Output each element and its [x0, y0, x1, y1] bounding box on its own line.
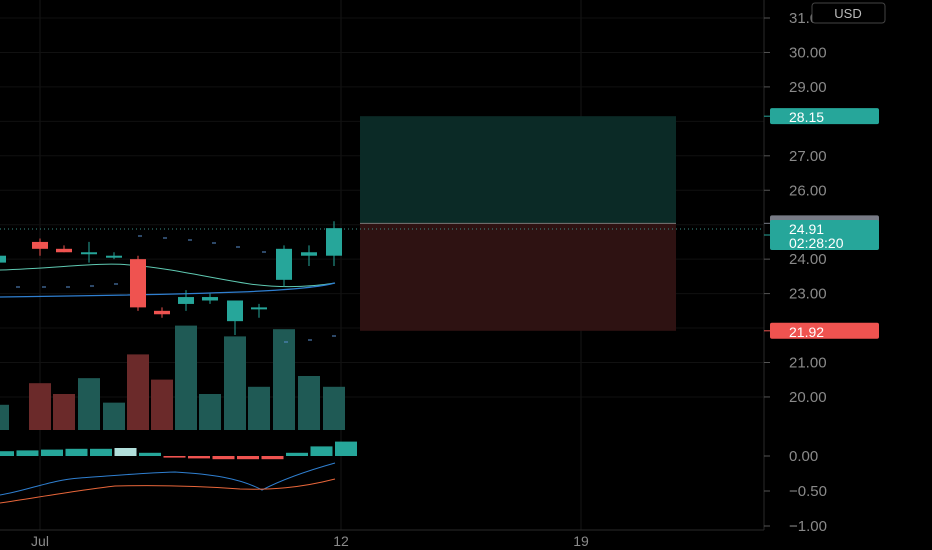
price-tick-label: 26.00 — [789, 182, 827, 199]
candle-up[interactable] — [326, 228, 342, 256]
macd-hist-bar — [0, 451, 14, 456]
candle-down[interactable] — [130, 259, 146, 308]
volume-bar — [78, 378, 100, 430]
volume-bar — [53, 394, 75, 430]
macd-hist-bar — [41, 449, 63, 456]
candle-up[interactable] — [178, 297, 194, 304]
volume-bar — [248, 386, 270, 430]
candle-up[interactable] — [251, 307, 267, 310]
price-tick-label: 29.00 — [789, 79, 827, 96]
currency-label: USD — [834, 6, 861, 21]
time-axis-label: Jul — [31, 533, 49, 549]
macd-hist-bar — [335, 441, 357, 456]
candle-up[interactable] — [301, 252, 317, 256]
candle-up[interactable] — [106, 255, 122, 258]
price-tick-label: 30.00 — [789, 44, 827, 61]
ma-slow-line — [0, 282, 336, 298]
price-tick-label: 24.00 — [789, 251, 827, 268]
price-tick-label: 23.00 — [789, 286, 827, 303]
macd-hist-bar — [286, 452, 308, 456]
time-axis-label: 19 — [573, 533, 589, 549]
currency-button[interactable] — [811, 2, 886, 24]
volume-bar — [103, 402, 125, 430]
candle-up[interactable] — [227, 300, 243, 322]
macd-hist-bar — [16, 450, 39, 456]
candle-down[interactable] — [154, 310, 170, 315]
stop-price-badge-text: 21.92 — [789, 324, 824, 340]
macd-line — [0, 462, 336, 496]
time-axis-label: 12 — [333, 533, 349, 549]
candle-down[interactable] — [56, 248, 72, 253]
price-tick-label: 20.00 — [789, 389, 827, 406]
macd-hist-bar — [139, 452, 161, 456]
ma-fast-line — [0, 263, 336, 288]
volume-bar — [0, 404, 9, 430]
macd-hist-bar — [261, 456, 284, 460]
volume-bar — [175, 325, 197, 430]
macd-tick-label: −0.50 — [789, 483, 827, 500]
macd-hist-bar — [90, 448, 112, 456]
volume-bar — [323, 386, 345, 430]
volume-bar — [199, 394, 221, 430]
volume-bar — [151, 379, 173, 430]
target-price-badge[interactable] — [770, 108, 879, 125]
macd-hist-bar — [310, 446, 333, 456]
last-price-badge-text: 02:28:20 — [789, 235, 844, 251]
candle-up[interactable] — [276, 248, 292, 280]
macd-hist-bar — [114, 448, 137, 456]
candle-down[interactable] — [32, 241, 48, 249]
loss-zone[interactable] — [360, 223, 676, 331]
macd-tick-label: 0.00 — [789, 448, 818, 465]
volume-bar — [273, 329, 295, 430]
target-price-badge-text: 28.15 — [789, 109, 824, 125]
last-price-badge-text: 24.91 — [789, 221, 824, 237]
stop-price-badge[interactable] — [770, 322, 879, 339]
volume-bar — [298, 376, 320, 430]
macd-tick-label: −1.00 — [789, 518, 827, 535]
volume-bar — [224, 336, 246, 430]
price-tick-label: 21.00 — [789, 355, 827, 372]
last-price-badge[interactable] — [770, 220, 879, 250]
candle-up[interactable] — [202, 297, 218, 301]
macd-hist-bar — [188, 456, 210, 459]
macd-hist-bar — [163, 456, 186, 458]
volume-bar — [127, 354, 149, 430]
price-tick-label: 27.00 — [789, 148, 827, 165]
macd-hist-bar — [65, 448, 88, 456]
candle-up[interactable] — [81, 252, 97, 255]
volume-bar — [29, 383, 51, 430]
price-axis[interactable] — [764, 0, 932, 550]
candle-up[interactable] — [0, 255, 6, 263]
macd-hist-bar — [212, 456, 235, 460]
profit-zone[interactable] — [360, 116, 676, 224]
signal-line — [0, 478, 336, 504]
macd-hist-bar — [237, 456, 259, 460]
